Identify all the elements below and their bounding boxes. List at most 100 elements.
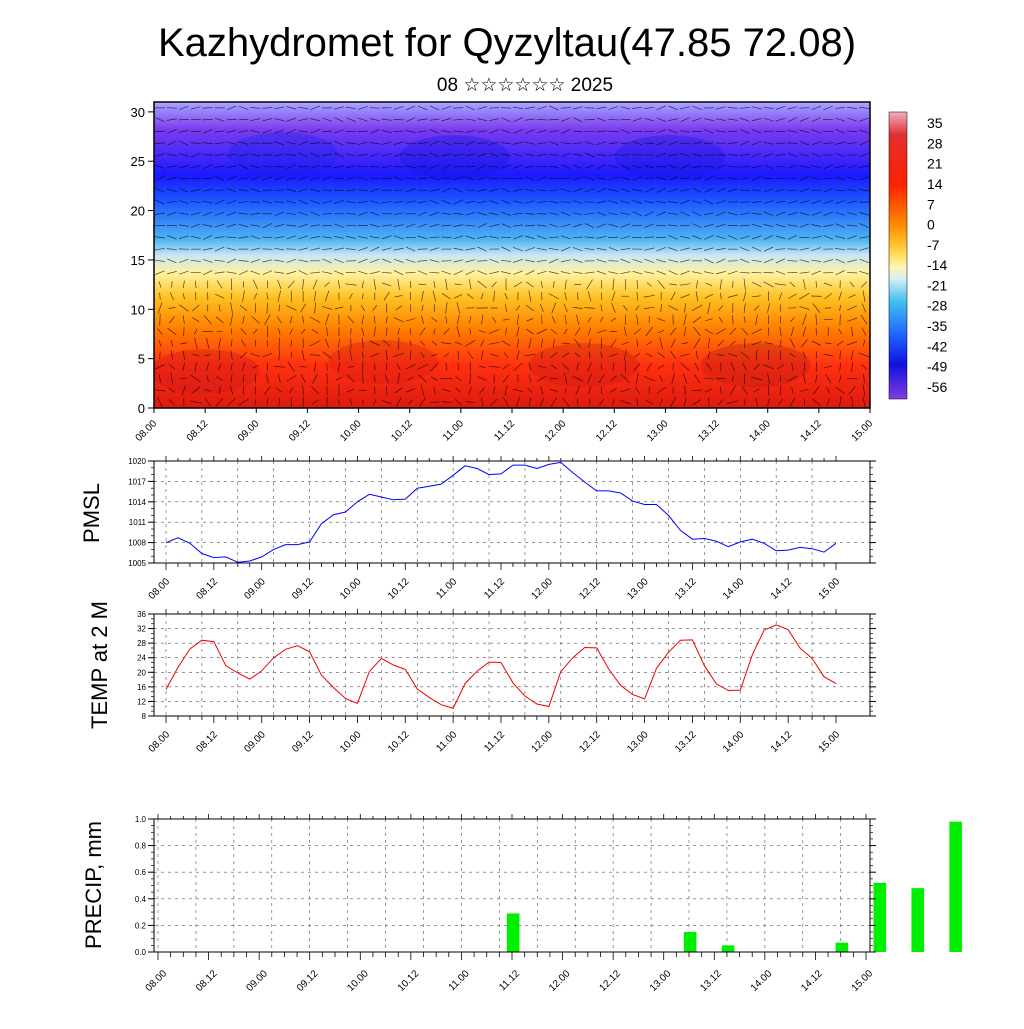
- precip-bar: [949, 821, 962, 952]
- y-tick-label: 1.0: [135, 815, 147, 824]
- temp-frame: [153, 613, 871, 717]
- colorbar-tick-label: -7: [927, 237, 940, 253]
- y-tick-label: 10: [131, 302, 145, 317]
- y-tick-label: 1020: [128, 457, 146, 466]
- y-tick-label: 0.8: [135, 842, 147, 851]
- x-tick-label: 08.12: [195, 576, 221, 602]
- precip-bar: [506, 913, 520, 952]
- x-tick-label: 12.00: [543, 418, 569, 444]
- y-tick-label: 20: [137, 668, 146, 677]
- x-tick-label: 10.00: [338, 418, 364, 444]
- pmsl-panel: 1005 1008 1011 1014 1017 1020 08.00 08.12 09.00 0…: [79, 456, 876, 602]
- colorbar-tick-label: -42: [927, 338, 947, 354]
- x-tick-label: 13.00: [648, 968, 674, 994]
- y-tick-label: 0.6: [135, 868, 147, 877]
- x-tick-label: 13.00: [645, 418, 671, 444]
- y-tick-label: 1017: [128, 477, 146, 486]
- x-tick-label: 14.00: [747, 418, 773, 444]
- x-tick-label: 08.12: [185, 418, 211, 444]
- x-tick-label: 11.12: [497, 968, 522, 993]
- temp-axes: 8 12 16 20 24 28 32 36 08.00 08.12 09.00 09.12 10.00…: [137, 609, 876, 755]
- x-tick-label: 14.12: [769, 729, 795, 755]
- x-tick-label: 09.00: [245, 968, 271, 994]
- y-tick-label: 1005: [128, 559, 146, 568]
- x-tick-label: 13.12: [696, 418, 722, 444]
- precip-bar: [873, 882, 887, 952]
- y-tick-label: 24: [137, 654, 146, 663]
- temperature-anomaly: [154, 349, 260, 394]
- colorbar-tick-label: 14: [927, 176, 943, 192]
- x-tick-label: 12.12: [577, 729, 603, 755]
- colorbar-ticks: 35 28 21 14 7 0 -7 -14 -21 -28 -35 -42 -49 -56: [927, 115, 947, 395]
- colorbar-tick-label: -28: [927, 298, 947, 314]
- figure-title: Kazhydromet for Qyzyltau(47.85 72.08): [158, 21, 856, 65]
- y-tick-label: 0.4: [135, 895, 147, 904]
- x-tick-label: 08.00: [147, 729, 173, 755]
- wind-vector-field: [154, 105, 870, 408]
- x-tick-label: 10.00: [338, 729, 364, 755]
- colorbar-tick-label: -21: [927, 277, 947, 293]
- cross-section-panel: 0 5 10 15 20 25 30 08.00 08.12 09.00 09.12 10.00 10.…: [131, 101, 876, 444]
- x-tick-label: 08.12: [195, 729, 221, 755]
- x-tick-label: 11.00: [434, 729, 459, 754]
- x-tick-label: 10.00: [338, 576, 364, 602]
- x-tick-label: 09.00: [236, 418, 262, 444]
- precip-bar: [835, 942, 849, 952]
- colorbar-tick-label: 28: [927, 135, 943, 151]
- x-tick-label: 14.00: [749, 968, 775, 994]
- x-tick-label: 14.12: [769, 576, 795, 602]
- x-tick-label: 14.00: [721, 729, 747, 755]
- temperature-anomaly: [614, 135, 725, 180]
- temperature-anomaly: [399, 135, 510, 180]
- temp-ylabel: TEMP at 2 M: [87, 601, 112, 729]
- x-tick-label: 13.00: [625, 729, 651, 755]
- x-tick-label: 08.00: [147, 576, 173, 602]
- x-tick-label: 10.12: [396, 968, 422, 994]
- precip-ylabel: PRECIP, mm: [81, 821, 106, 949]
- y-tick-label: 12: [137, 697, 146, 706]
- temperature-field: [154, 102, 870, 408]
- x-tick-label: 09.12: [290, 729, 316, 755]
- x-tick-label: 13.12: [673, 576, 699, 602]
- precip-bar: [721, 945, 735, 952]
- x-tick-label: 12.12: [598, 968, 624, 994]
- x-tick-label: 08.00: [144, 968, 170, 994]
- y-tick-label: 1011: [129, 518, 147, 527]
- x-tick-label: 13.12: [698, 968, 724, 994]
- x-tick-label: 12.12: [577, 576, 603, 602]
- temp-panel: 8 12 16 20 24 28 32 36 08.00 08.12 09.00 09.12 10.00…: [87, 601, 876, 755]
- x-tick-label: 08.12: [194, 968, 220, 994]
- x-tick-label: 11.00: [441, 418, 466, 443]
- pmsl-axes: 1005 1008 1011 1014 1017 1020 08.00 08.12 09.00 0…: [128, 456, 876, 602]
- x-tick-label: 15.00: [850, 418, 876, 444]
- y-tick-label: 5: [138, 352, 145, 367]
- x-tick-label: 09.12: [295, 968, 321, 994]
- x-tick-label: 08.00: [134, 418, 160, 444]
- colorbar-tick-label: 21: [927, 156, 943, 172]
- x-tick-label: 11.00: [434, 576, 459, 601]
- x-tick-label: 13.12: [673, 729, 699, 755]
- precip-bars: [506, 821, 962, 952]
- x-tick-label: 09.12: [290, 576, 316, 602]
- y-tick-label: 32: [137, 625, 146, 634]
- colorbar-tick-label: 35: [927, 115, 943, 131]
- x-tick-label: 11.12: [492, 418, 517, 443]
- wind-vectors: [154, 105, 870, 408]
- precip-panel: 0.0 0.2 0.4 0.6 0.8 1.0 08.00 08.12 09.00 09.12 10…: [81, 814, 962, 994]
- x-tick-label: 10.12: [386, 576, 412, 602]
- colorbar: 35 28 21 14 7 0 -7 -14 -21 -28 -35 -42 -49 -56: [888, 111, 947, 400]
- x-tick-label: 13.00: [625, 576, 651, 602]
- y-tick-label: 30: [131, 105, 145, 120]
- colorbar-tick-label: -14: [927, 257, 947, 273]
- colorbar-tick-label: 0: [927, 217, 935, 233]
- y-tick-label: 16: [137, 683, 146, 692]
- y-tick-label: 36: [137, 610, 146, 619]
- y-tick-label: 0.2: [135, 921, 147, 930]
- x-tick-label: 15.00: [817, 576, 843, 602]
- x-tick-label: 14.00: [721, 576, 747, 602]
- x-tick-label: 12.00: [530, 576, 556, 602]
- colorbar-tick-label: -56: [927, 379, 947, 395]
- x-tick-label: 15.00: [817, 729, 843, 755]
- precip-bar: [911, 888, 925, 952]
